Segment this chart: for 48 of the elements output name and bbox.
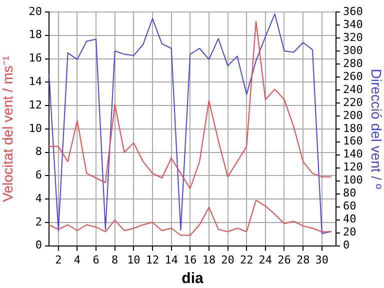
y-tick-label: 20 (28, 4, 42, 18)
y-tick-label: 14 (28, 75, 42, 88)
y-tick-label: 0 (35, 238, 42, 252)
y-axis-title: Velocitat del vent / ms⁻¹ (0, 56, 16, 202)
y2-axis-title: Direcció del vent / º (368, 68, 384, 190)
y-tick-label: 8 (35, 145, 42, 158)
x-tick-label: 12 (146, 253, 160, 266)
y2-tick-label: 280 (343, 56, 363, 70)
y-tick-label: 12 (28, 98, 42, 112)
x-tick-label: 24 (258, 253, 272, 266)
y2-tick-label: 20 (343, 226, 356, 239)
y2-tick-label: 80 (343, 186, 356, 200)
x-tick-label: 6 (92, 253, 100, 266)
x-tick-label: 18 (202, 253, 216, 266)
y2-tick-label: 200 (343, 108, 363, 122)
y2-tick-label: 100 (343, 174, 363, 187)
x-tick-label: 16 (184, 253, 197, 266)
y-tick-label: 10 (28, 122, 42, 135)
x-tick-label: 26 (278, 253, 291, 266)
y2-tick-label: 120 (343, 160, 363, 174)
y2-tick-label: 0 (343, 238, 350, 252)
y2-tick-label: 220 (343, 96, 363, 109)
x-tick-label: 22 (240, 253, 254, 266)
x-tick-label: 30 (315, 253, 329, 266)
y2-tick-label: 360 (343, 4, 363, 18)
y2-tick-label: 320 (343, 30, 363, 44)
y2-tick-label: 180 (343, 122, 363, 135)
x-tick-label: 4 (74, 253, 81, 266)
y-tick-label: 16 (28, 52, 42, 65)
y2-tick-label: 340 (343, 18, 363, 31)
y2-tick-label: 40 (343, 212, 356, 226)
x-tick-label: 28 (296, 253, 310, 266)
y2-tick-label: 160 (343, 134, 363, 148)
y-tick-label: 6 (35, 168, 42, 182)
y-tick-label: 4 (35, 192, 42, 205)
x-tick-label: 20 (221, 253, 234, 266)
x-tick-label: 8 (112, 253, 118, 266)
y2-tick-label: 140 (343, 148, 363, 161)
y2-tick-label: 260 (343, 70, 363, 83)
y2-tick-label: 300 (343, 44, 363, 57)
x-tick-label: 2 (55, 253, 62, 266)
x-axis-title: dia (182, 270, 204, 288)
y-tick-label: 2 (35, 215, 42, 228)
y-tick-label: 18 (28, 28, 42, 42)
y2-tick-label: 60 (343, 200, 356, 213)
x-tick-label: 14 (164, 253, 178, 266)
y2-tick-label: 240 (343, 82, 363, 96)
x-tick-label: 10 (127, 253, 140, 266)
